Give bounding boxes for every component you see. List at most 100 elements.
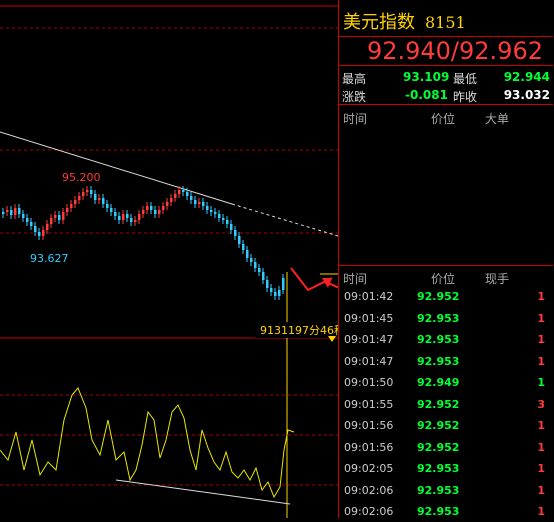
trade-price: 92.953: [417, 505, 460, 518]
indicator-trend-line: [115, 479, 291, 505]
candle-body: [26, 218, 29, 222]
trade-row[interactable]: 09:01:56 92.952 1: [339, 415, 553, 436]
candle-body: [270, 288, 273, 292]
candle-body: [62, 212, 65, 220]
trend-line: [0, 131, 233, 205]
trade-volume: 1: [537, 354, 545, 368]
candle-body: [58, 215, 61, 220]
candle-body: [118, 216, 121, 220]
candle-body: [146, 206, 149, 210]
trade-row[interactable]: 09:02:06 92.953 1: [339, 480, 553, 501]
candle-body: [130, 218, 133, 222]
candle-body: [222, 218, 225, 220]
trade-row[interactable]: 09:01:55 92.952 3: [339, 394, 553, 415]
trade-time: 09:01:47: [344, 333, 394, 346]
candle-body: [30, 222, 33, 226]
candle-body: [234, 230, 237, 236]
candle-body: [250, 258, 253, 262]
candle-body: [66, 208, 69, 212]
candle-body: [186, 192, 189, 196]
trade-row[interactable]: 09:02:05 92.953 1: [339, 458, 553, 479]
candle-body: [90, 190, 93, 194]
cursor-label-bg: [255, 322, 335, 338]
candle-body: [2, 212, 5, 214]
indicator-line: [0, 387, 295, 499]
trade-time: 09:01:45: [344, 311, 394, 325]
candle-body: [218, 214, 221, 218]
trade-row[interactable]: 09:01:56 92.952 1: [339, 437, 553, 458]
trade-row[interactable]: 09:01:47 92.953 1: [339, 329, 553, 350]
candle-body: [46, 224, 49, 230]
candle-body: [214, 212, 217, 214]
candle-body: [82, 192, 85, 196]
candle-body: [166, 202, 169, 206]
candle-body: [54, 215, 57, 218]
candle-body: [154, 210, 157, 214]
candle-body: [254, 262, 257, 268]
prev-close-label: 昨收: [453, 90, 478, 104]
trade-price: 92.952: [417, 419, 460, 432]
trade-time: 09:01:56: [344, 419, 394, 432]
candle-body: [258, 268, 261, 272]
arrow-heads: [322, 278, 332, 288]
trade-row[interactable]: 09:01:47 92.953 1: [339, 351, 553, 372]
price-chart[interactable]: 95.200 93.627 9131197分46秒: [0, 0, 338, 518]
bid-ask-price: 92.940/92.962: [339, 36, 553, 66]
trade-volume: 1: [537, 462, 545, 475]
trade-row[interactable]: 09:01:42 92.952 1: [339, 286, 553, 307]
low-value: 92.944: [503, 70, 550, 84]
change-label: 涨跌: [342, 90, 367, 104]
trades-volume-header: 现手: [485, 272, 510, 286]
cursor-time-label: 9131197分46秒: [260, 323, 338, 337]
candle-body: [262, 272, 265, 280]
trade-time: 09:01:56: [344, 440, 394, 454]
trade-price: 92.953: [417, 462, 460, 475]
trade-price: 92.953: [417, 311, 460, 325]
trades-time-header: 时间: [343, 272, 368, 286]
trade-volume: 1: [537, 333, 545, 346]
trade-row[interactable]: 09:02:06 92.953 1: [339, 501, 553, 522]
orders-lot-header: 大单: [485, 112, 510, 126]
change-value: -0.081: [405, 88, 448, 102]
candle-body: [174, 194, 177, 198]
candle-body: [42, 230, 45, 236]
trade-time: 09:01:50: [344, 376, 394, 389]
candle-body: [206, 206, 209, 210]
orders-price-header: 价位: [431, 112, 456, 126]
candle-body: [178, 190, 181, 194]
trade-volume: 1: [537, 419, 545, 432]
instrument-code: 8151: [425, 13, 466, 32]
candle-body: [10, 210, 13, 215]
candle-body: [122, 214, 125, 220]
instrument-name: 美元指数: [343, 12, 415, 33]
candle-body: [38, 232, 41, 236]
instrument-title: 美元指数 8151: [343, 8, 466, 34]
low-label: 最低: [453, 72, 478, 86]
candle-body: [94, 194, 97, 200]
trade-time: 09:02:05: [344, 462, 394, 475]
candle-body: [210, 210, 213, 212]
trade-time: 09:01:42: [344, 290, 394, 303]
trade-volume: 1: [537, 376, 545, 389]
candle-body: [170, 198, 173, 202]
trade-price: 92.949: [417, 376, 460, 389]
trade-price: 92.952: [417, 440, 460, 454]
candle-body: [150, 206, 153, 210]
candlesticks: [2, 186, 285, 300]
trade-row[interactable]: 09:01:45 92.953 1: [339, 308, 553, 329]
trade-price: 92.952: [417, 290, 460, 303]
candle-body: [230, 224, 233, 230]
candle-body: [182, 190, 185, 192]
candle-body: [226, 220, 229, 224]
trade-time: 09:02:06: [344, 483, 394, 497]
candle-body: [18, 208, 21, 214]
trade-row[interactable]: 09:01:50 92.949 1: [339, 372, 553, 393]
candle-body: [102, 198, 105, 204]
candle-body: [86, 190, 89, 192]
candle-body: [162, 206, 165, 210]
candle-body: [22, 214, 25, 218]
trade-price: 92.953: [417, 354, 460, 368]
divider: [339, 265, 553, 266]
trade-volume: 1: [537, 311, 545, 325]
candle-body: [274, 292, 277, 296]
